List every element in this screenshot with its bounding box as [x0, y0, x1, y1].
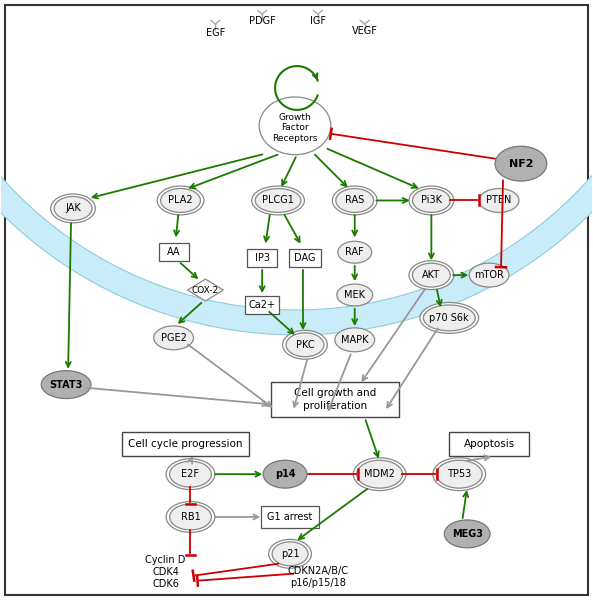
Ellipse shape: [423, 305, 475, 331]
Ellipse shape: [413, 188, 450, 212]
Ellipse shape: [337, 284, 372, 306]
Text: E2F: E2F: [181, 469, 199, 479]
Ellipse shape: [161, 188, 200, 212]
Text: EGF: EGF: [206, 28, 225, 38]
Ellipse shape: [154, 326, 193, 350]
Text: IGF: IGF: [310, 16, 326, 26]
Text: AKT: AKT: [422, 270, 441, 280]
Text: PKC: PKC: [296, 340, 314, 350]
Text: p70 S6k: p70 S6k: [429, 313, 469, 323]
Text: TP53: TP53: [447, 469, 471, 479]
Ellipse shape: [41, 371, 91, 398]
Ellipse shape: [357, 460, 403, 488]
Text: PLA2: PLA2: [168, 196, 193, 205]
Ellipse shape: [157, 186, 204, 215]
Text: PGE2: PGE2: [161, 333, 187, 343]
Ellipse shape: [332, 186, 377, 215]
Ellipse shape: [166, 502, 215, 532]
Ellipse shape: [479, 188, 519, 212]
Ellipse shape: [54, 196, 92, 220]
FancyBboxPatch shape: [5, 5, 588, 595]
Text: PLCG1: PLCG1: [262, 196, 294, 205]
Text: JAK: JAK: [65, 203, 81, 214]
Text: CDK4: CDK4: [152, 567, 179, 577]
Ellipse shape: [444, 520, 490, 548]
Ellipse shape: [259, 97, 331, 155]
Text: MAPK: MAPK: [341, 335, 368, 345]
Ellipse shape: [335, 328, 375, 352]
Text: CDK6: CDK6: [152, 578, 179, 589]
Text: PTEN: PTEN: [486, 196, 512, 205]
Ellipse shape: [469, 263, 509, 287]
FancyBboxPatch shape: [271, 382, 398, 418]
FancyBboxPatch shape: [247, 249, 277, 267]
Text: DAG: DAG: [294, 253, 315, 263]
Text: MEK: MEK: [344, 290, 365, 300]
Text: COX-2: COX-2: [192, 286, 219, 295]
Ellipse shape: [409, 260, 454, 290]
Ellipse shape: [286, 333, 324, 357]
FancyBboxPatch shape: [289, 249, 321, 267]
Text: RAF: RAF: [345, 247, 364, 257]
Text: p16/p15/18: p16/p15/18: [290, 578, 346, 587]
Text: Pi3K: Pi3K: [421, 196, 442, 205]
Polygon shape: [187, 279, 224, 301]
Text: G1 arrest: G1 arrest: [267, 512, 313, 522]
Text: RAS: RAS: [345, 196, 364, 205]
Polygon shape: [0, 0, 593, 335]
Ellipse shape: [272, 542, 308, 566]
Text: MEG3: MEG3: [452, 529, 483, 539]
Text: Growth
Factor
Receptors: Growth Factor Receptors: [272, 113, 318, 143]
Text: Cell growth and
proliferation: Cell growth and proliferation: [294, 388, 376, 411]
Ellipse shape: [269, 539, 311, 568]
Ellipse shape: [283, 331, 327, 359]
Text: RB1: RB1: [181, 512, 200, 522]
FancyBboxPatch shape: [261, 506, 319, 528]
Ellipse shape: [255, 188, 301, 212]
Ellipse shape: [433, 458, 486, 491]
Text: Cyclin D: Cyclin D: [145, 555, 186, 565]
Ellipse shape: [251, 186, 304, 215]
Text: Apoptosis: Apoptosis: [464, 439, 515, 449]
Text: Ca2+: Ca2+: [248, 300, 276, 310]
Ellipse shape: [170, 461, 211, 487]
Text: VEGF: VEGF: [352, 26, 378, 36]
Ellipse shape: [413, 263, 450, 287]
Ellipse shape: [50, 194, 95, 223]
Ellipse shape: [338, 241, 372, 263]
Ellipse shape: [166, 459, 215, 490]
Text: p14: p14: [275, 469, 295, 479]
Ellipse shape: [336, 188, 374, 212]
Text: CDKN2A/B/C: CDKN2A/B/C: [288, 566, 349, 576]
Text: NF2: NF2: [509, 158, 533, 169]
Text: AA: AA: [167, 247, 180, 257]
Ellipse shape: [263, 460, 307, 488]
Text: mTOR: mTOR: [474, 270, 504, 280]
FancyBboxPatch shape: [246, 296, 279, 314]
Text: MDM2: MDM2: [364, 469, 395, 479]
FancyBboxPatch shape: [449, 433, 529, 456]
Text: p21: p21: [280, 549, 299, 559]
Ellipse shape: [436, 460, 482, 488]
Text: PDGF: PDGF: [249, 16, 276, 26]
Ellipse shape: [495, 146, 547, 181]
Ellipse shape: [420, 302, 479, 334]
Text: STAT3: STAT3: [49, 380, 83, 389]
Ellipse shape: [353, 458, 406, 491]
Ellipse shape: [409, 186, 454, 215]
Text: IP3: IP3: [254, 253, 270, 263]
FancyBboxPatch shape: [122, 433, 249, 456]
Text: Cell cycle progression: Cell cycle progression: [128, 439, 243, 449]
Ellipse shape: [170, 504, 211, 530]
FancyBboxPatch shape: [159, 243, 189, 261]
